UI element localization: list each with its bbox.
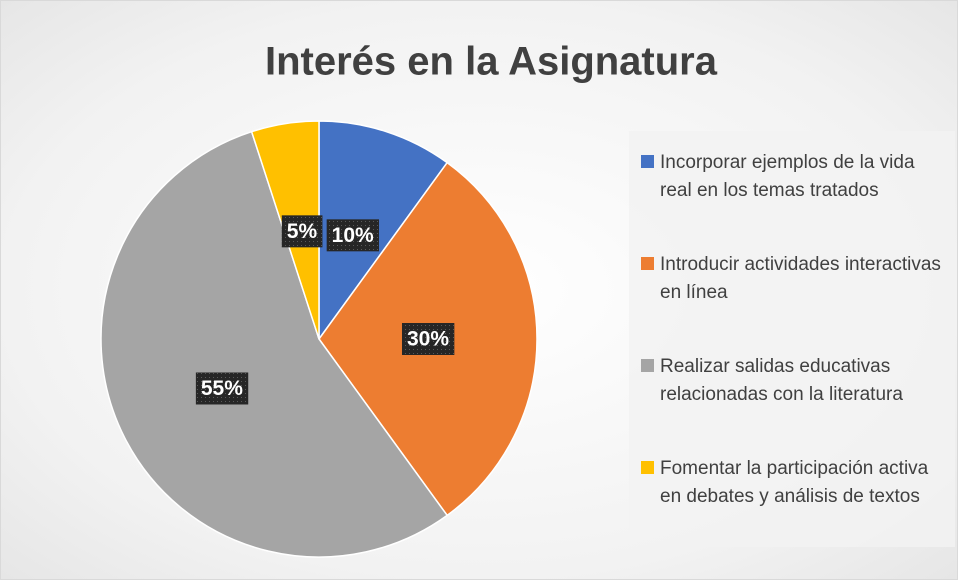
data-label: 30% [407, 328, 449, 351]
legend-entry: Fomentar la participación activa en deba… [641, 455, 945, 557]
data-label-box [281, 215, 323, 248]
data-labels: 10% 30% 55% 5% [195, 215, 455, 405]
data-label-box [401, 323, 455, 355]
legend-swatch [641, 257, 654, 270]
legend-entry: Incorporar ejemplos de la vida real en l… [641, 149, 945, 251]
pie-slice [100, 130, 449, 558]
data-label: 5% [287, 220, 318, 243]
pie-slice [318, 120, 449, 342]
legend-label: Introducir actividades interactivas en l… [660, 254, 941, 303]
legend-swatch [641, 461, 654, 474]
legend-swatch [641, 155, 654, 168]
chart-title: Interés en la Asignatura [265, 40, 718, 84]
data-label-box [326, 219, 380, 252]
slices [100, 120, 538, 558]
legend-entry: Introducir actividades interactivas en l… [641, 251, 945, 353]
legend-label: Realizar salidas educativas relacionadas… [660, 356, 903, 405]
legend-label: Incorporar ejemplos de la vida real en l… [660, 152, 915, 201]
data-label: 55% [201, 377, 243, 400]
data-label: 10% [332, 224, 374, 247]
legend: Incorporar ejemplos de la vida real en l… [629, 131, 955, 547]
data-label-box [195, 372, 249, 405]
legend-entry: Realizar salidas educativas relacionadas… [641, 353, 945, 455]
legend-label: Fomentar la participación activa en deba… [660, 458, 929, 507]
legend-swatch [641, 359, 654, 372]
